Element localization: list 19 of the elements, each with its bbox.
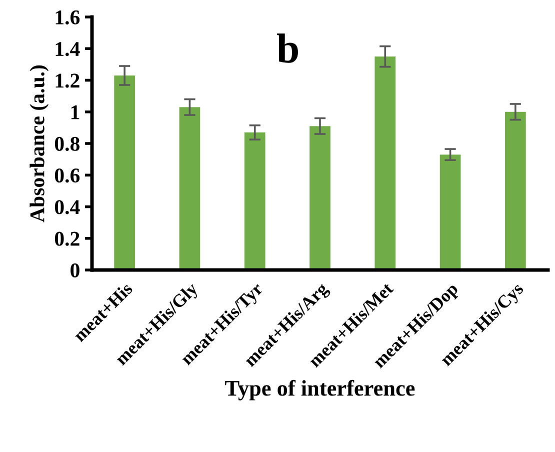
y-tick-label: 0.8 <box>54 136 80 152</box>
bar <box>374 56 396 270</box>
bar <box>179 107 200 270</box>
y-tick-label: 1.6 <box>56 10 80 25</box>
y-tick-label: 1.2 <box>56 74 80 88</box>
y-tick-label: 0.6 <box>54 168 80 183</box>
bar <box>114 76 135 270</box>
y-tick-label: 1.4 <box>56 42 80 56</box>
y-tick-label: 0.2 <box>54 232 80 246</box>
bar <box>505 112 526 270</box>
y-tick-label: 0 <box>70 263 80 278</box>
y-tick-label: 1 <box>71 105 80 120</box>
annotation: b <box>277 34 298 63</box>
y-tick-label: 0.4 <box>54 200 80 214</box>
x-axis-title: Type of interference <box>225 380 415 400</box>
bar <box>310 126 330 270</box>
bar <box>244 132 266 270</box>
y-axis-title: Absorbance (a.u.) <box>30 65 49 222</box>
bar <box>440 154 461 270</box>
